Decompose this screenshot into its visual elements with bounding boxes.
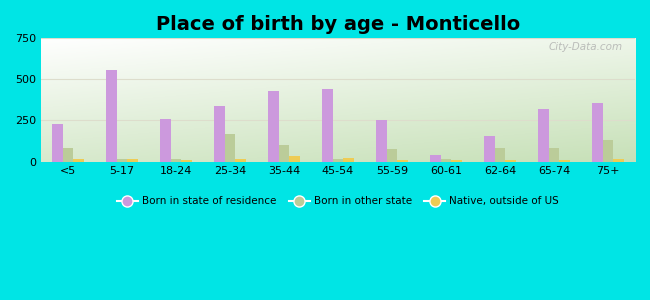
Legend: Born in state of residence, Born in other state, Native, outside of US: Born in state of residence, Born in othe… (112, 192, 564, 211)
Bar (538, 109, 549, 162)
Bar (116, 159, 127, 162)
Bar (225, 134, 235, 162)
Bar (484, 136, 495, 162)
Bar (62, 148, 73, 162)
Bar (322, 89, 333, 162)
Bar (430, 155, 441, 162)
Text: City-Data.com: City-Data.com (549, 42, 623, 52)
Bar (376, 121, 387, 162)
Bar (279, 145, 289, 162)
Bar (495, 148, 506, 162)
Bar (614, 159, 624, 162)
Bar (592, 103, 603, 162)
Title: Place of birth by age - Monticello: Place of birth by age - Monticello (156, 15, 520, 34)
Bar (387, 149, 397, 162)
Bar (214, 106, 225, 162)
Bar (333, 159, 343, 162)
Bar (441, 159, 451, 162)
Bar (603, 140, 614, 162)
Bar (127, 159, 138, 162)
Bar (235, 159, 246, 162)
Bar (268, 91, 279, 162)
Bar (289, 156, 300, 162)
Bar (560, 160, 570, 162)
Bar (170, 159, 181, 162)
Bar (160, 119, 170, 162)
Bar (106, 70, 116, 162)
Bar (397, 160, 408, 162)
Bar (506, 160, 516, 162)
Bar (451, 160, 462, 162)
Bar (549, 148, 560, 162)
Bar (73, 159, 84, 162)
Bar (343, 158, 354, 162)
Bar (52, 124, 62, 162)
Bar (181, 160, 192, 162)
